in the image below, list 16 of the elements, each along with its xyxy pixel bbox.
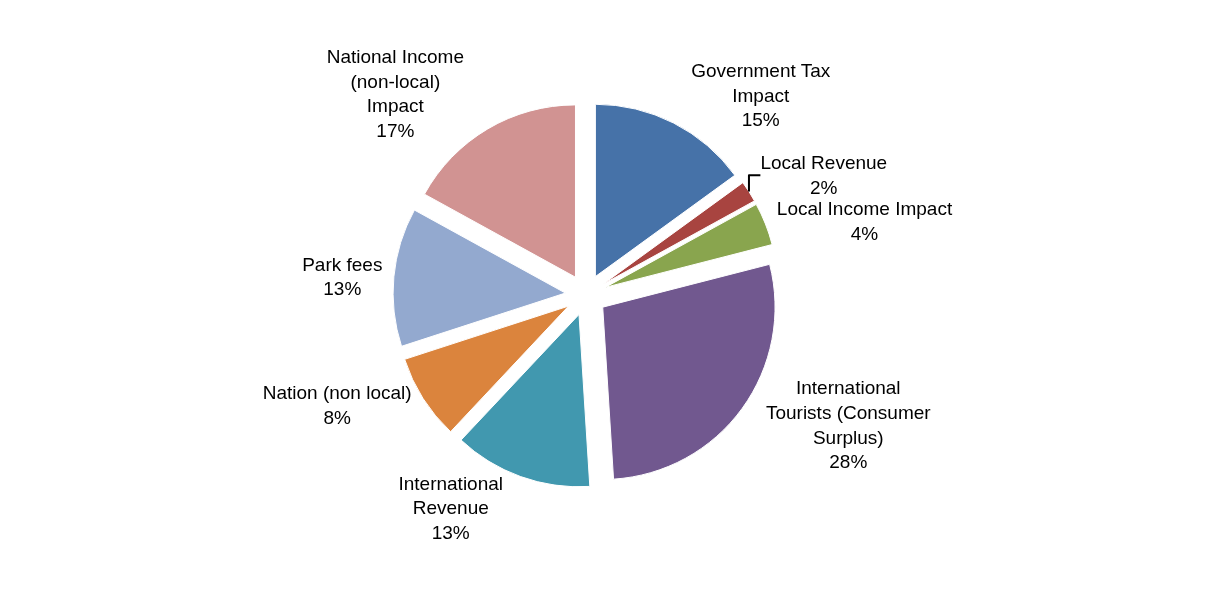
data-label: 13%	[431, 521, 470, 543]
data-label: 15%	[741, 109, 780, 131]
slice-label: Government Tax Impact	[691, 59, 831, 106]
slice-label: Nation (non local)	[262, 382, 412, 404]
data-label: 17%	[376, 120, 415, 142]
data-label: 4%	[850, 222, 879, 244]
slice-label: Park fees	[302, 253, 383, 275]
slice-label: Local Income Impact	[776, 198, 953, 220]
data-label: 13%	[323, 278, 362, 300]
data-label: 2%	[810, 177, 838, 199]
slice-label: International Tourists (Consumer Surplus)	[765, 377, 932, 448]
slice-label: National Income (non-local) Impact	[326, 46, 464, 117]
slice-label: Local Revenue	[760, 152, 888, 174]
slice-label: International Revenue	[398, 472, 504, 519]
data-label: 28%	[829, 451, 868, 473]
data-label: 8%	[323, 406, 351, 428]
